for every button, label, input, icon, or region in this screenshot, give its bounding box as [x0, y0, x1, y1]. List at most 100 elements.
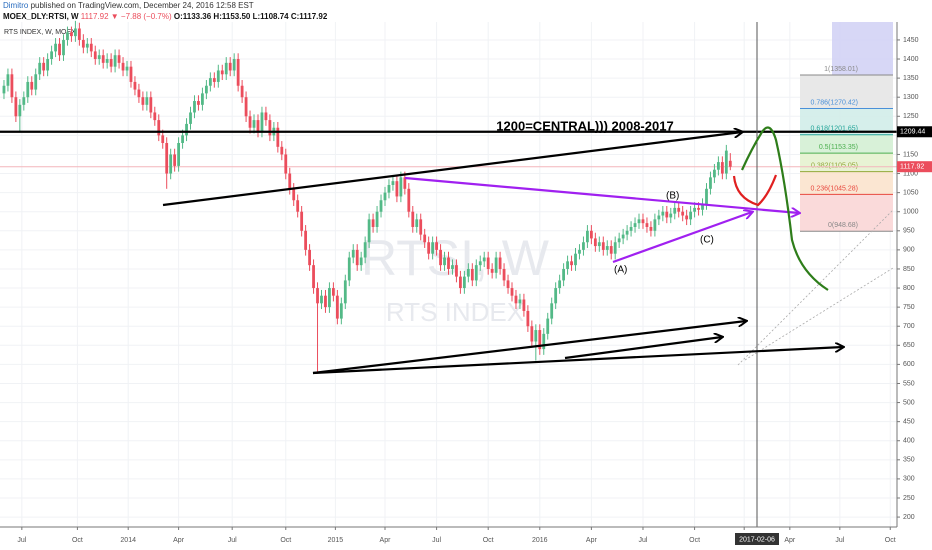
candle-body	[443, 257, 446, 266]
candle-body	[669, 213, 673, 218]
candle-body	[169, 154, 173, 174]
candle-body	[58, 43, 61, 56]
candle-body	[81, 39, 85, 48]
candle-body	[399, 177, 403, 197]
candle-body	[201, 93, 204, 105]
candle-body	[423, 234, 427, 243]
dotted-line	[737, 209, 894, 366]
candle-body	[220, 70, 224, 75]
candle-body	[629, 226, 633, 231]
x-tick-label: Jul	[639, 537, 648, 544]
publish-line: Dimitro published on TradingView.com, De…	[3, 0, 327, 11]
author[interactable]: Dimitro	[3, 1, 29, 10]
candle-body	[459, 276, 462, 289]
candle-body	[260, 112, 264, 132]
candle-body	[510, 288, 514, 296]
candle-body	[530, 326, 534, 342]
candle-body	[121, 62, 125, 71]
candle-body	[177, 143, 181, 166]
candle-body	[14, 97, 18, 117]
fib-band	[800, 108, 893, 135]
candle-body	[2, 85, 6, 94]
candle-body	[538, 330, 542, 350]
candle-body	[578, 249, 581, 254]
candle-body	[244, 97, 248, 117]
candle-body	[447, 257, 450, 269]
fib-label: 0(948.68)	[828, 222, 858, 229]
projection-curve	[740, 126, 829, 291]
candle-body	[42, 62, 46, 71]
candle-body	[367, 219, 371, 243]
candle-body	[343, 280, 347, 304]
candle-body	[284, 154, 288, 174]
candle-body	[637, 219, 641, 224]
candle-body	[502, 268, 506, 281]
candle-body	[38, 62, 42, 75]
candle-body	[276, 127, 280, 147]
candle-body	[375, 211, 379, 227]
annotation: (A)	[614, 265, 627, 276]
candle-body	[101, 55, 105, 63]
candle-body	[347, 257, 351, 281]
projection-curve	[732, 174, 778, 207]
candle-body	[621, 234, 625, 239]
candle-body	[355, 249, 359, 266]
candle-body	[157, 120, 161, 136]
candle-body	[133, 81, 137, 90]
candle-body	[427, 242, 431, 254]
trend-arrow	[312, 321, 746, 375]
candle-body	[252, 120, 256, 128]
candle-body	[85, 43, 89, 48]
y-tick-label: 1300	[903, 94, 919, 101]
candle-body	[415, 219, 419, 227]
candle-body	[649, 226, 653, 231]
ohlc: O:1133.36 H:1153.50 L:1108.74 C:1117.92	[173, 12, 328, 21]
y-tick-label: 200	[903, 514, 915, 521]
candle-body	[562, 268, 566, 281]
fib-label: 0.382(1105.05)	[811, 162, 858, 169]
y-tick-label: 1050	[903, 189, 919, 196]
candle-body	[248, 116, 252, 128]
date-tag-label: 2017-02-06	[739, 536, 775, 543]
y-tick-label: 450	[903, 418, 915, 425]
y-tick-label: 650	[903, 342, 915, 349]
candle-body	[236, 59, 240, 86]
candle-body	[77, 28, 81, 40]
annotation: (C)	[700, 235, 714, 246]
fib-label: 1(1358.01)	[824, 66, 858, 73]
x-tick-label: Oct	[72, 537, 83, 544]
trend-arrow	[312, 347, 843, 375]
candle-body	[431, 242, 435, 254]
candle-body	[70, 32, 73, 37]
y-tick-label: 250	[903, 495, 915, 502]
candle-body	[486, 257, 490, 269]
candle-body	[379, 200, 383, 212]
x-tick-label: Jul	[228, 537, 237, 544]
candle-body	[701, 204, 704, 210]
candle-body	[224, 62, 228, 75]
price-tag-label: 1117.92	[900, 164, 924, 171]
x-tick-label: Jul	[17, 537, 26, 544]
fib-label: 0.5(1153.35)	[819, 144, 858, 151]
axes-layer: 200 250 300 350 400 450 500 550 600 650 700 750 800 8…	[0, 22, 932, 545]
candle-body	[566, 261, 569, 269]
candle-body	[89, 43, 93, 52]
candle-body	[109, 59, 113, 67]
x-tick-label: Apr	[173, 537, 185, 544]
candle-body	[181, 135, 184, 144]
candle-body	[685, 215, 689, 220]
candle-body	[292, 188, 296, 201]
candle-body	[407, 188, 411, 212]
candle-body	[546, 318, 550, 334]
candle-body	[129, 66, 133, 82]
y-tick-label: 1100	[903, 170, 918, 177]
candle-body	[300, 211, 304, 231]
y-tick-label: 1350	[903, 75, 919, 82]
candle-body	[526, 310, 530, 327]
candle-body	[665, 211, 669, 218]
dotted-line	[744, 267, 894, 361]
candle-body	[117, 55, 121, 63]
candle-body	[677, 207, 681, 212]
